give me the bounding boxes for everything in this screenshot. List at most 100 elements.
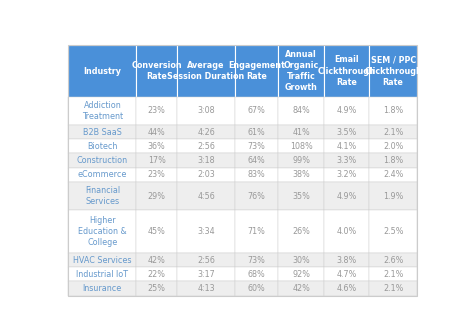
Bar — [324, 45, 369, 97]
Text: 3.5%: 3.5% — [337, 128, 357, 137]
Text: HVAC Services: HVAC Services — [73, 256, 132, 265]
Text: 73%: 73% — [247, 256, 265, 265]
Bar — [369, 139, 418, 153]
Text: 3:34: 3:34 — [197, 227, 215, 236]
Text: 2.0%: 2.0% — [383, 142, 403, 151]
Bar — [235, 45, 278, 97]
Text: Engagement
Rate: Engagement Rate — [228, 61, 285, 81]
Text: 2.1%: 2.1% — [383, 270, 403, 279]
Bar — [137, 281, 177, 295]
Bar — [137, 125, 177, 139]
Text: 3.2%: 3.2% — [337, 170, 357, 179]
Bar — [177, 253, 235, 267]
Bar — [235, 267, 278, 281]
Bar — [68, 125, 137, 139]
Bar — [68, 97, 137, 125]
Text: 4.6%: 4.6% — [337, 284, 357, 293]
Text: 42%: 42% — [292, 284, 310, 293]
Bar — [324, 182, 369, 210]
Bar — [235, 97, 278, 125]
Text: 35%: 35% — [292, 192, 310, 201]
Bar — [68, 139, 137, 153]
Bar — [369, 125, 418, 139]
Bar — [369, 281, 418, 295]
Text: 60%: 60% — [247, 284, 265, 293]
Text: Conversion
Rate: Conversion Rate — [131, 61, 182, 81]
Bar — [324, 267, 369, 281]
Text: 36%: 36% — [148, 142, 165, 151]
Bar — [324, 97, 369, 125]
Text: B2B SaaS: B2B SaaS — [83, 128, 122, 137]
Bar — [369, 182, 418, 210]
Text: SEM / PPC
Clickthrough
Rate: SEM / PPC Clickthrough Rate — [365, 55, 422, 87]
Bar — [137, 182, 177, 210]
Bar — [369, 267, 418, 281]
Text: 30%: 30% — [292, 256, 310, 265]
Bar — [177, 125, 235, 139]
Bar — [177, 153, 235, 168]
Bar — [177, 139, 235, 153]
Bar — [278, 153, 324, 168]
Bar — [278, 125, 324, 139]
Bar — [68, 182, 137, 210]
Bar — [235, 281, 278, 295]
Bar — [324, 139, 369, 153]
Text: 45%: 45% — [148, 227, 165, 236]
Text: 4.9%: 4.9% — [337, 106, 357, 115]
Bar — [369, 45, 418, 97]
Text: 3:17: 3:17 — [197, 270, 215, 279]
Bar — [235, 153, 278, 168]
Bar — [177, 45, 235, 97]
Bar — [278, 97, 324, 125]
Bar — [324, 125, 369, 139]
Text: 44%: 44% — [148, 128, 165, 137]
Bar — [369, 253, 418, 267]
Text: eCommerce: eCommerce — [78, 170, 127, 179]
Text: Higher
Education &
College: Higher Education & College — [78, 216, 127, 247]
Bar — [137, 210, 177, 253]
Bar — [324, 153, 369, 168]
Bar — [369, 210, 418, 253]
Bar — [177, 281, 235, 295]
Text: 2:03: 2:03 — [197, 170, 215, 179]
Text: 42%: 42% — [148, 256, 165, 265]
Text: 4.7%: 4.7% — [337, 270, 357, 279]
Text: 23%: 23% — [148, 170, 165, 179]
Bar — [235, 125, 278, 139]
Text: 4:26: 4:26 — [197, 128, 215, 137]
Bar — [369, 153, 418, 168]
Bar — [68, 168, 137, 182]
Bar — [235, 139, 278, 153]
Bar — [278, 267, 324, 281]
Text: 29%: 29% — [147, 192, 165, 201]
Bar — [324, 210, 369, 253]
Text: 2.4%: 2.4% — [383, 170, 403, 179]
Bar — [324, 168, 369, 182]
Text: 76%: 76% — [247, 192, 265, 201]
Bar — [137, 253, 177, 267]
Bar — [177, 97, 235, 125]
Text: 3:18: 3:18 — [197, 156, 215, 165]
Bar — [278, 168, 324, 182]
Text: 1.9%: 1.9% — [383, 192, 403, 201]
Text: 3:08: 3:08 — [197, 106, 215, 115]
Bar — [324, 253, 369, 267]
Text: 17%: 17% — [148, 156, 165, 165]
Text: 67%: 67% — [247, 106, 265, 115]
Text: 3.3%: 3.3% — [337, 156, 357, 165]
Text: 99%: 99% — [292, 156, 310, 165]
Text: 2.1%: 2.1% — [383, 284, 403, 293]
Text: Annual
Organic
Traffic
Growth: Annual Organic Traffic Growth — [283, 50, 319, 92]
Bar — [177, 182, 235, 210]
Bar — [278, 253, 324, 267]
Text: 4.1%: 4.1% — [337, 142, 357, 151]
Bar — [68, 253, 137, 267]
Bar — [68, 267, 137, 281]
Bar — [137, 139, 177, 153]
Bar — [137, 153, 177, 168]
Text: Average
Session Duration: Average Session Duration — [167, 61, 245, 81]
Text: 64%: 64% — [247, 156, 265, 165]
Bar — [235, 182, 278, 210]
Bar — [137, 267, 177, 281]
Bar — [177, 267, 235, 281]
